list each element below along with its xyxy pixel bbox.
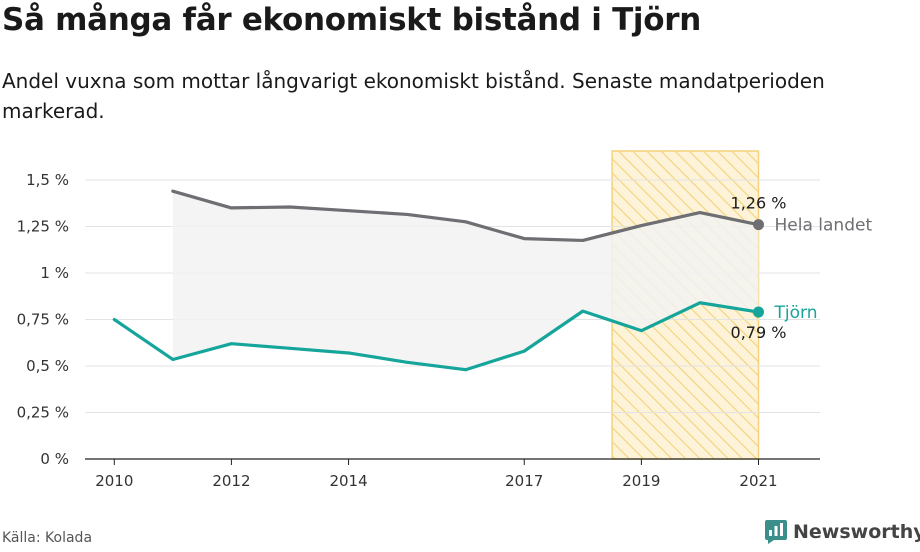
series-end-point-1 xyxy=(753,219,765,231)
series-end-point-2 xyxy=(753,306,765,318)
newsworthy-logo-icon xyxy=(765,520,787,544)
series-line-2 xyxy=(112,301,761,372)
y-tick-label: 0,75 % xyxy=(17,311,69,329)
brand-logo: Newsworthy xyxy=(765,520,920,544)
series-value-label: 1,26 % xyxy=(731,194,787,213)
y-tick-label: 0,25 % xyxy=(17,404,69,422)
series-name-label: Tjörn xyxy=(774,303,818,323)
y-tick-label: 1,5 % xyxy=(26,171,69,189)
brand-name: Newsworthy xyxy=(793,521,920,543)
y-tick-label: 1,25 % xyxy=(17,218,69,236)
x-tick-label: 2021 xyxy=(739,472,777,490)
chart-subtitle: Andel vuxna som mottar långvarigt ekonom… xyxy=(2,69,825,123)
x-tick-label: 2014 xyxy=(329,472,367,490)
series-line-1 xyxy=(171,189,761,243)
series-name-label: Hela landet xyxy=(775,216,873,236)
y-tick-label: 0 % xyxy=(40,450,69,468)
x-tick-label: 2012 xyxy=(212,472,250,490)
page-title: Så många får ekonomiskt bistånd i Tjörn xyxy=(2,2,701,38)
x-tick-label: 2019 xyxy=(622,472,660,490)
x-tick-label: 2010 xyxy=(95,472,133,490)
series-value-label: 0,79 % xyxy=(731,323,787,342)
x-tick-label: 2017 xyxy=(505,472,543,490)
y-tick-label: 0,5 % xyxy=(26,357,69,375)
series-layer xyxy=(112,189,765,372)
y-tick-label: 1 % xyxy=(40,264,69,282)
shade-layer xyxy=(172,191,759,370)
source-note: Källa: Kolada xyxy=(2,530,93,546)
axes-layer: 0 % 0,25 % 0,5 % 0,75 % 1 % 1,25 % 1,5 % 2010 20… xyxy=(17,171,820,490)
area-between-series xyxy=(172,191,759,370)
